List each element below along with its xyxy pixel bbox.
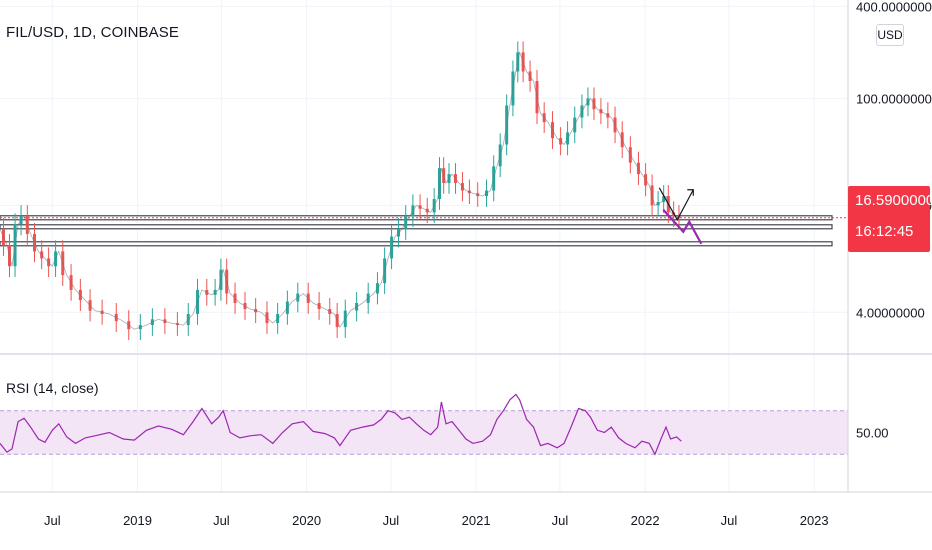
- price-axis-tick-label[interactable]: 4.00000000: [856, 305, 925, 320]
- time-axis-tick-label[interactable]: 2020: [292, 513, 321, 528]
- time-axis-tick-label[interactable]: Jul: [721, 513, 738, 528]
- time-axis-tick-label[interactable]: Jul: [213, 513, 230, 528]
- arrow-head-icon: [687, 189, 694, 196]
- rsi-band-fill: [0, 410, 848, 455]
- rsi-line: [0, 393, 682, 456]
- rsi-axis-tick-label[interactable]: 50.00: [856, 426, 889, 441]
- price-line: [0, 50, 682, 330]
- bullish-projection-arrow[interactable]: [658, 187, 694, 222]
- price-axis-labels[interactable]: 400.00000000100.0000000020.000000004.000…: [856, 0, 932, 320]
- bar-countdown: 16:12:45: [855, 223, 914, 240]
- time-axis-tick-label[interactable]: Jul: [383, 513, 400, 528]
- price-series: [0, 41, 682, 341]
- time-axis-tick-label[interactable]: Jul: [44, 513, 61, 528]
- rsi-axis-labels[interactable]: 50.00: [856, 426, 889, 441]
- mid-level-box[interactable]: [0, 224, 833, 230]
- time-axis-tick-label[interactable]: 2019: [123, 513, 152, 528]
- time-axis-tick-label[interactable]: 2023: [800, 513, 829, 528]
- time-axis-tick-label[interactable]: 2022: [631, 513, 660, 528]
- time-axis-labels[interactable]: Jul 2019 Jul 2020 Jul 2021 Jul 2022 Jul 2023: [44, 513, 829, 528]
- price-axis-tick-label[interactable]: 100.00000000: [856, 91, 932, 106]
- support-level-box[interactable]: [0, 241, 833, 247]
- support-levels[interactable]: [0, 215, 848, 247]
- rsi-indicator-title[interactable]: RSI (14, close): [6, 380, 99, 396]
- time-axis-tick-label[interactable]: Jul: [552, 513, 569, 528]
- price-axis-tick-label[interactable]: 400.00000000: [856, 0, 932, 14]
- bearish-projection-path[interactable]: [662, 209, 703, 245]
- last-price-badge: 16.59000000 16:12:45: [848, 186, 932, 252]
- rsi-series: [0, 393, 682, 456]
- last-price-value: 16.59000000: [855, 192, 932, 209]
- rsi-band: [0, 410, 848, 455]
- symbol-title[interactable]: FIL/USD, 1D, COINBASE: [6, 24, 179, 41]
- time-axis-tick-label[interactable]: 2021: [462, 513, 491, 528]
- currency-unit-button[interactable]: USD: [876, 24, 904, 46]
- projection-drawings[interactable]: [658, 187, 703, 245]
